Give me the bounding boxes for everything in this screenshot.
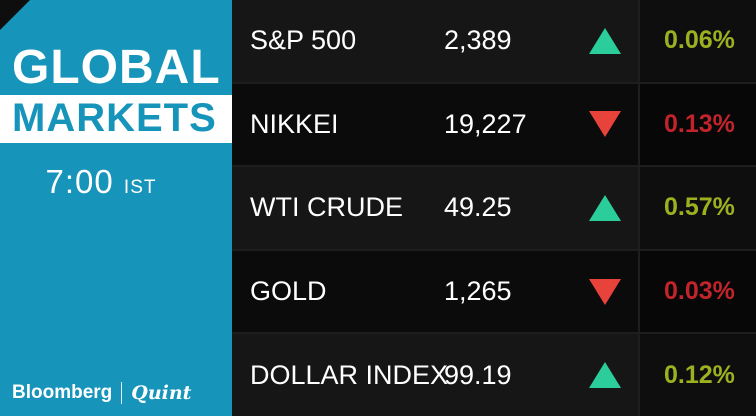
percent-change: 0.57% (638, 167, 756, 249)
instrument-value: 1,265 (444, 276, 512, 307)
instrument-name: GOLD (250, 276, 327, 307)
triangle-icon (589, 27, 621, 54)
direction-arrow-icon (572, 194, 638, 221)
percent-change: 0.03% (638, 250, 756, 333)
percent-change: 0.06% (638, 0, 756, 82)
table-row: NIKKEI 19,227 0.13% (232, 83, 756, 168)
percent-change: 0.12% (638, 334, 756, 416)
table-row: DOLLAR INDEX 99.19 0.12% (232, 334, 756, 416)
table-row: S&P 500 2,389 0.06% (232, 0, 756, 84)
direction-arrow-icon (572, 362, 638, 389)
market-table: S&P 500 2,389 0.06% NIKKEI 19,227 0.13% … (232, 0, 756, 416)
percent-change: 0.13% (638, 83, 756, 166)
instrument-name: WTI CRUDE (250, 192, 403, 223)
instrument-value: 2,389 (444, 25, 512, 56)
direction-arrow-icon (572, 27, 638, 54)
instrument-value: 99.19 (444, 359, 512, 390)
broadcast-time: 7:00 IST (0, 163, 232, 201)
time-value: 7:00 (45, 163, 114, 200)
table-row: WTI CRUDE 49.25 0.57% (232, 167, 756, 251)
time-unit: IST (123, 177, 157, 198)
instrument-name: DOLLAR INDEX (250, 359, 449, 390)
direction-arrow-icon (572, 278, 638, 305)
instrument-value: 19,227 (444, 108, 527, 139)
brand-bloomberg: Bloomberg (12, 382, 113, 403)
title-global: GLOBAL (12, 41, 221, 94)
triangle-icon (589, 111, 621, 138)
sidebar: GLOBAL MARKETS 7:00 IST Bloomberg Quint (0, 0, 232, 416)
instrument-value: 49.25 (444, 192, 512, 223)
triangle-icon (589, 194, 621, 221)
instrument-name: S&P 500 (250, 25, 357, 56)
triangle-icon (589, 278, 621, 305)
brand-quint: Quint (131, 382, 192, 404)
title-block: GLOBAL MARKETS (0, 44, 232, 143)
instrument-name: NIKKEI (250, 108, 339, 139)
table-row: GOLD 1,265 0.03% (232, 250, 756, 335)
title-markets: MARKETS (0, 95, 232, 143)
corner-notch (0, 0, 30, 30)
brand-divider (121, 382, 123, 404)
direction-arrow-icon (572, 111, 638, 138)
brand-logo: Bloomberg Quint (12, 382, 191, 404)
triangle-icon (589, 362, 621, 389)
